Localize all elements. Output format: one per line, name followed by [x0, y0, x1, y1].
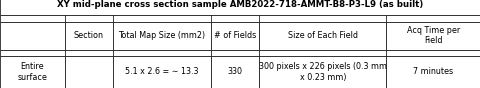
Bar: [0, 22, 65, 50]
Bar: [65, 22, 113, 50]
Text: Section: Section: [74, 31, 104, 40]
Text: 5.1 x 2.6 = ∼ 13.3: 5.1 x 2.6 = ∼ 13.3: [125, 67, 199, 76]
Text: 300 pixels x 226 pixels (0.3 mm
x 0.23 mm): 300 pixels x 226 pixels (0.3 mm x 0.23 m…: [259, 62, 387, 82]
Text: Size of Each Field: Size of Each Field: [288, 31, 358, 40]
Bar: [211, 56, 259, 88]
Bar: [113, 56, 211, 88]
Text: 7 minutes: 7 minutes: [413, 67, 453, 76]
Bar: [0, 0, 480, 15]
Bar: [113, 22, 211, 50]
Bar: [386, 56, 480, 88]
Text: Acq Time per
Field: Acq Time per Field: [407, 26, 460, 45]
Text: Total Map Size (mm2): Total Map Size (mm2): [119, 31, 205, 40]
Text: # of Fields: # of Fields: [214, 31, 256, 40]
Bar: [386, 22, 480, 50]
Bar: [65, 56, 113, 88]
Bar: [0, 15, 480, 22]
Bar: [0, 50, 480, 56]
Bar: [0, 56, 65, 88]
Bar: [259, 22, 386, 50]
Bar: [259, 56, 386, 88]
Text: 330: 330: [228, 67, 243, 76]
Text: XY mid-plane cross section sample AMB2022-718-AMMT-B8-P3-L9 (as built): XY mid-plane cross section sample AMB202…: [57, 0, 423, 9]
Text: Entire
surface: Entire surface: [17, 62, 48, 82]
Bar: [211, 22, 259, 50]
